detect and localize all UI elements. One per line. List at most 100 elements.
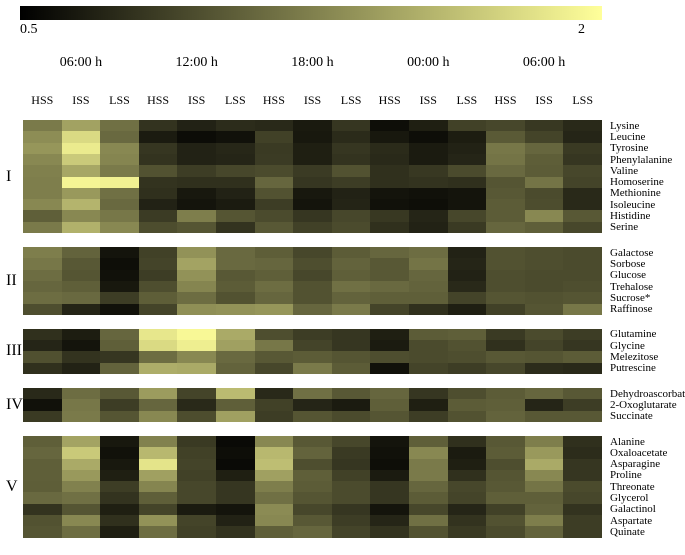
heatmap-cell [139, 447, 178, 459]
heatmap-cell [100, 504, 139, 516]
heatmap-cell [448, 304, 487, 316]
heatmap-cell [525, 515, 564, 527]
heatmap-cell [525, 304, 564, 316]
heatmap-cell [293, 131, 332, 143]
heatmap-cell [216, 470, 255, 482]
heatmap-cell [216, 120, 255, 132]
time-label: 06:00 h [514, 55, 574, 71]
heatmap-cell [332, 188, 371, 200]
heatmap-cell [139, 436, 178, 448]
heatmap-cell [62, 304, 101, 316]
colorbar-low-label: 0.5 [20, 22, 38, 38]
heatmap-cell [409, 304, 448, 316]
heatmap-cell [100, 188, 139, 200]
heatmap-cell [486, 304, 525, 316]
column-label: LSS [449, 93, 485, 108]
heatmap-cell [293, 459, 332, 471]
heatmap-cell [525, 292, 564, 304]
heatmap-cell [332, 515, 371, 527]
heatmap-cell [216, 281, 255, 293]
row-label: Lysine [610, 120, 639, 132]
heatmap-cell [216, 258, 255, 270]
heatmap-cell [448, 131, 487, 143]
time-label: 06:00 h [51, 55, 111, 71]
heatmap-cell [255, 492, 294, 504]
heatmap-cell [216, 436, 255, 448]
heatmap-cell [370, 411, 409, 423]
heatmap-cell [409, 154, 448, 166]
heatmap-cell [62, 399, 101, 411]
heatmap-cell [139, 492, 178, 504]
heatmap-cell [486, 270, 525, 282]
heatmap-cell [255, 515, 294, 527]
heatmap-cell [100, 258, 139, 270]
column-label: ISS [179, 93, 215, 108]
heatmap-cell [563, 304, 602, 316]
column-label: HSS [256, 93, 292, 108]
heatmap-cell [332, 411, 371, 423]
row-label: Isoleucine [610, 199, 655, 211]
heatmap-cell [62, 131, 101, 143]
heatmap-cell [448, 329, 487, 341]
heatmap-cell [486, 120, 525, 132]
heatmap-cell [525, 481, 564, 493]
heatmap-cell [332, 270, 371, 282]
heatmap-cell [255, 436, 294, 448]
column-label: ISS [295, 93, 331, 108]
heatmap-cell [62, 199, 101, 211]
heatmap-cell [216, 399, 255, 411]
column-label: LSS [565, 93, 601, 108]
heatmap-cell [293, 447, 332, 459]
heatmap-cell [563, 492, 602, 504]
heatmap-cell [563, 177, 602, 189]
heatmap-cell [332, 154, 371, 166]
heatmap-cell [177, 492, 216, 504]
heatmap-cell [23, 304, 62, 316]
heatmap-cell [62, 388, 101, 400]
heatmap-cell [100, 515, 139, 527]
heatmap-cell [486, 340, 525, 352]
heatmap-cell [62, 329, 101, 341]
heatmap-cell [563, 270, 602, 282]
heatmap-cell [486, 504, 525, 516]
heatmap-cell [525, 399, 564, 411]
heatmap-cell [62, 459, 101, 471]
heatmap-cell [293, 504, 332, 516]
heatmap-cell [139, 199, 178, 211]
heatmap-cell [486, 329, 525, 341]
heatmap-cell [563, 363, 602, 375]
row-label: Dehydroascorbate [610, 388, 685, 400]
heatmap-cell [139, 329, 178, 341]
heatmap-cell [332, 526, 371, 538]
heatmap-cell [525, 270, 564, 282]
heatmap-cell [139, 154, 178, 166]
heatmap-cell [293, 411, 332, 423]
heatmap-cell [370, 247, 409, 259]
heatmap-cell [332, 292, 371, 304]
heatmap-cell [448, 292, 487, 304]
heatmap-cell [62, 481, 101, 493]
heatmap-cell [370, 481, 409, 493]
heatmap-cell [216, 411, 255, 423]
heatmap-cell [177, 120, 216, 132]
heatmap-cell [62, 210, 101, 222]
heatmap-cell [332, 492, 371, 504]
heatmap-cell [23, 351, 62, 363]
heatmap-cell [62, 504, 101, 516]
heatmap-cell [216, 447, 255, 459]
row-label: Oxaloacetate [610, 447, 667, 459]
heatmap-cell [255, 340, 294, 352]
heatmap-cell [525, 436, 564, 448]
heatmap-cell [139, 165, 178, 177]
row-label: Phenylalanine [610, 154, 672, 166]
heatmap-cell [255, 399, 294, 411]
heatmap-cell [409, 411, 448, 423]
heatmap-cell [23, 399, 62, 411]
heatmap-cell [100, 411, 139, 423]
row-label: Glycerol [610, 492, 648, 504]
heatmap-cell [23, 459, 62, 471]
heatmap-cell [332, 247, 371, 259]
heatmap-cell [525, 131, 564, 143]
heatmap-cell [177, 515, 216, 527]
heatmap-cell [370, 492, 409, 504]
